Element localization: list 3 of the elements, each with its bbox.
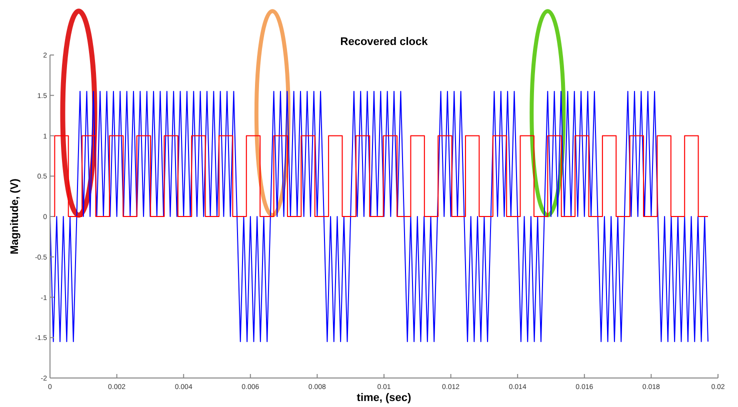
x-axis-title: time, (sec) [356,392,412,404]
chart-title: Recovered clock [340,36,429,48]
y-axis-title: Magnitude, (V) [9,178,21,254]
